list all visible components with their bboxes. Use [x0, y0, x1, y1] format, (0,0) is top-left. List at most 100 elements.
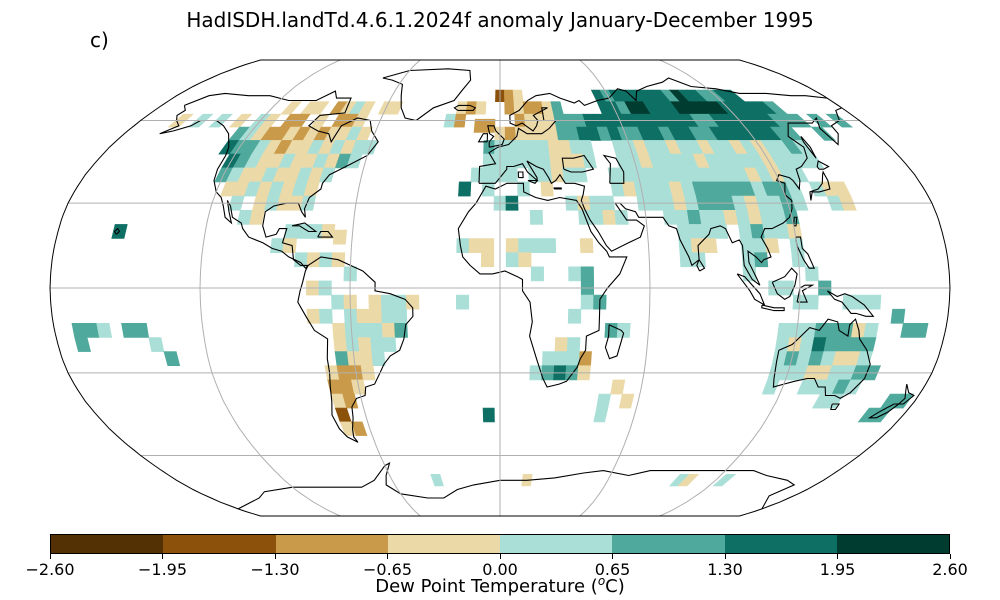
anomaly-cell — [529, 210, 544, 225]
anomaly-cell — [689, 224, 704, 239]
anomaly-cell — [614, 210, 629, 225]
coastline-hawaii — [113, 227, 121, 235]
anomaly-cell — [133, 322, 150, 338]
anomaly-cell — [382, 337, 397, 352]
coastline-sri-lanka — [696, 258, 706, 272]
colorbar-segment — [275, 535, 388, 553]
anomaly-cell — [566, 351, 580, 367]
anomaly-cell — [701, 224, 717, 239]
anomaly-cell — [515, 140, 528, 155]
map-boundary — [49, 59, 951, 517]
anomaly-cell — [368, 294, 382, 310]
colorbar-tick-label: −0.65 — [362, 560, 413, 579]
anomaly-cell — [530, 266, 545, 282]
colorbar-segment — [500, 535, 613, 553]
coastline-eurasia — [478, 77, 844, 286]
coastline-caspian — [602, 154, 625, 184]
anomaly-cell — [455, 294, 470, 310]
colorbar-tick — [724, 554, 726, 559]
anomaly-cell — [96, 322, 113, 338]
gridline-lon — [579, 60, 651, 516]
anomaly-cell — [712, 473, 737, 487]
anomaly-cell — [387, 101, 404, 115]
anomaly-cell — [318, 308, 333, 324]
anomaly-cell — [610, 379, 626, 395]
colorbar-segment — [836, 535, 949, 553]
anomaly-cell — [677, 473, 700, 487]
anomaly-cell — [813, 322, 830, 338]
anomaly-cell — [616, 322, 631, 338]
anomaly-cell — [802, 153, 825, 169]
colorbar-tick-label: 0.00 — [482, 560, 518, 579]
anomaly-cell — [596, 393, 612, 409]
anomaly-cell — [504, 101, 515, 115]
anomaly-cell — [356, 308, 371, 324]
coastline-tasmania — [830, 403, 841, 411]
colorbar-tick-label: 0.65 — [594, 560, 631, 579]
anomaly-cell — [334, 351, 350, 367]
colorbar-tick — [49, 554, 51, 559]
anomaly-cell — [539, 167, 553, 183]
anomaly-cell — [703, 238, 718, 253]
anomaly-cell — [505, 238, 519, 253]
anomaly-cell — [270, 238, 285, 253]
anomaly-cell — [148, 337, 165, 352]
anomaly-cell — [359, 351, 374, 367]
anomaly-cell — [393, 308, 408, 324]
anomaly-cell — [516, 153, 529, 169]
coastline-borneo — [771, 267, 798, 300]
colorbar-tick — [499, 554, 501, 559]
coastline-hispaniola — [317, 230, 334, 238]
colorbar-segment — [387, 535, 500, 553]
anomaly-cell — [580, 266, 595, 282]
anomaly-cell — [761, 379, 780, 395]
coastline-philippines — [795, 236, 816, 269]
anomaly-cell — [554, 337, 569, 352]
colorbar-tick — [162, 554, 163, 559]
coastline-black-sea — [561, 154, 595, 173]
panel-label: c) — [90, 28, 109, 52]
anomaly-cell — [550, 167, 565, 183]
anomaly-cell — [540, 181, 554, 197]
anomaly-cell — [512, 89, 524, 102]
gridline-lon — [659, 60, 801, 516]
coastlines — [113, 68, 915, 510]
colorbar-segment — [163, 535, 276, 553]
anomaly-cell — [566, 337, 581, 352]
anomaly-cell — [518, 238, 532, 253]
anomaly-cell — [582, 153, 597, 169]
anomaly-cell — [764, 238, 780, 253]
anomaly-cell — [804, 294, 819, 310]
colorbar-tick — [837, 554, 838, 559]
anomaly-cell — [536, 140, 550, 155]
colorbar-label: Dew Point Temperature (oC) — [375, 574, 625, 597]
anomaly-cell — [530, 238, 544, 253]
anomaly-cell — [357, 337, 373, 352]
anomaly-cell — [482, 407, 495, 423]
anomaly-cell — [318, 167, 336, 183]
coastline-japan — [809, 170, 831, 201]
anomaly-cell — [368, 308, 383, 324]
colorbar-tick — [387, 554, 388, 559]
anomaly-cell — [249, 210, 265, 225]
coastline-cuba — [291, 222, 318, 233]
anomaly-cell — [804, 266, 819, 282]
coastline-antarctica — [237, 462, 796, 510]
coastline-australia — [772, 318, 871, 400]
anomaly-cell — [381, 322, 396, 338]
anomaly-cell — [458, 181, 472, 197]
anomaly-cell — [342, 393, 359, 409]
coastline-crete — [553, 187, 562, 190]
anomaly-cell — [381, 308, 395, 324]
anomaly-cell — [369, 322, 384, 338]
anomaly-cell — [526, 140, 539, 155]
anomaly-cell — [776, 322, 792, 338]
anomaly-cell — [618, 393, 635, 409]
anomaly-cell — [752, 238, 768, 253]
anomaly-cell — [468, 238, 482, 253]
colorbar-tick — [612, 554, 613, 559]
anomaly-cell — [456, 238, 470, 253]
map-title: HadISDH.landTd.4.6.1.2024f anomaly Janua… — [186, 8, 814, 32]
anomaly-cell — [331, 294, 345, 310]
anomaly-cell — [541, 351, 556, 367]
